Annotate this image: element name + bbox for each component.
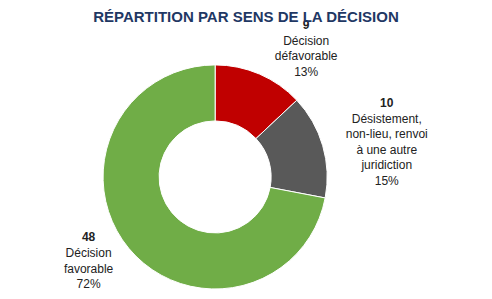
svg-text:48Décisionfavorable72%: 48Décisionfavorable72% — [64, 230, 114, 291]
svg-text:RÉPARTITION PAR SENS DE LA DÉC: RÉPARTITION PAR SENS DE LA DÉCISION — [93, 8, 399, 25]
svg-text:9Décisiondéfavorable13%: 9Décisiondéfavorable13% — [275, 18, 338, 79]
svg-text:10Désistement,non-lieu, renvoi: 10Désistement,non-lieu, renvoià une autr… — [346, 96, 428, 188]
